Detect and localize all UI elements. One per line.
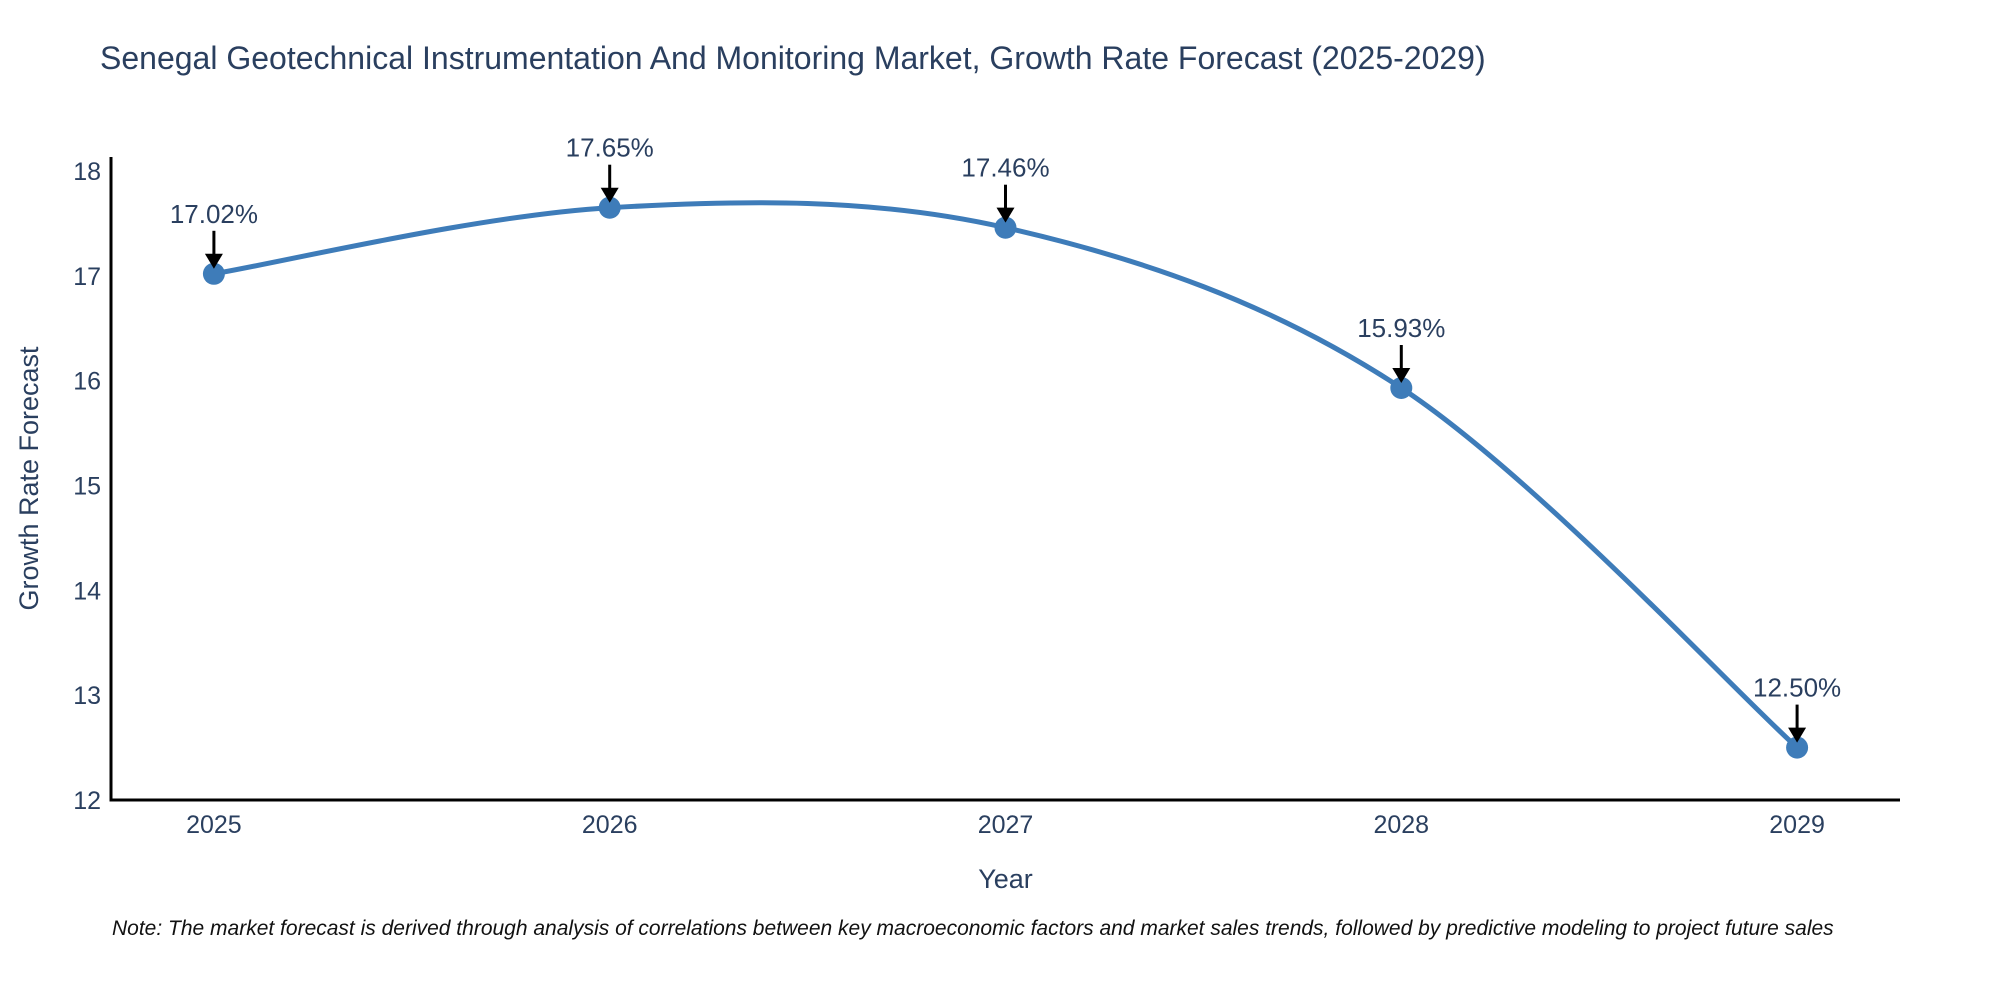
- axis-lines: [109, 157, 1900, 802]
- point-value-label: 12.50%: [1753, 673, 1841, 703]
- data-point-2027: [994, 216, 1017, 239]
- data-point-2028: [1390, 377, 1413, 399]
- point-value-label: 15.93%: [1357, 313, 1445, 343]
- x-tick-label-2025: 2025: [186, 811, 242, 839]
- y-axis-title: Growth Rate Forecast: [14, 346, 44, 611]
- y-tick-label-16: 16: [73, 368, 101, 396]
- y-tick-label-12: 12: [73, 787, 101, 815]
- x-tick-label-2028: 2028: [1373, 811, 1429, 839]
- point-value-label: 17.02%: [170, 199, 258, 229]
- chart-title: Senegal Geotechnical Instrumentation And…: [100, 40, 1486, 76]
- annotation-arrowhead: [204, 253, 223, 269]
- y-tick-label-13: 13: [73, 682, 101, 710]
- annotation-arrowhead: [1392, 368, 1411, 384]
- data-point-2026: [598, 196, 621, 219]
- annotation-arrowhead: [1788, 727, 1807, 743]
- y-tick-label-14: 14: [73, 577, 101, 605]
- trend-line: [211, 200, 1800, 751]
- x-tick-label-2029: 2029: [1769, 811, 1825, 839]
- y-tick-label-18: 18: [73, 158, 101, 186]
- x-tick-label-2027: 2027: [978, 811, 1034, 839]
- x-axis-title: Year: [978, 864, 1033, 894]
- footnote: Note: The market forecast is derived thr…: [112, 917, 1834, 940]
- point-value-label: 17.46%: [961, 153, 1049, 183]
- y-tick-label-17: 17: [73, 263, 101, 291]
- point-value-label: 17.65%: [566, 133, 654, 163]
- x-tick-label-2026: 2026: [582, 811, 638, 839]
- annotation-arrowhead: [996, 207, 1015, 223]
- data-point-2025: [202, 262, 225, 285]
- data-point-2029: [1786, 736, 1809, 759]
- annotation-arrowhead: [600, 187, 619, 203]
- y-tick-label-15: 15: [73, 473, 101, 501]
